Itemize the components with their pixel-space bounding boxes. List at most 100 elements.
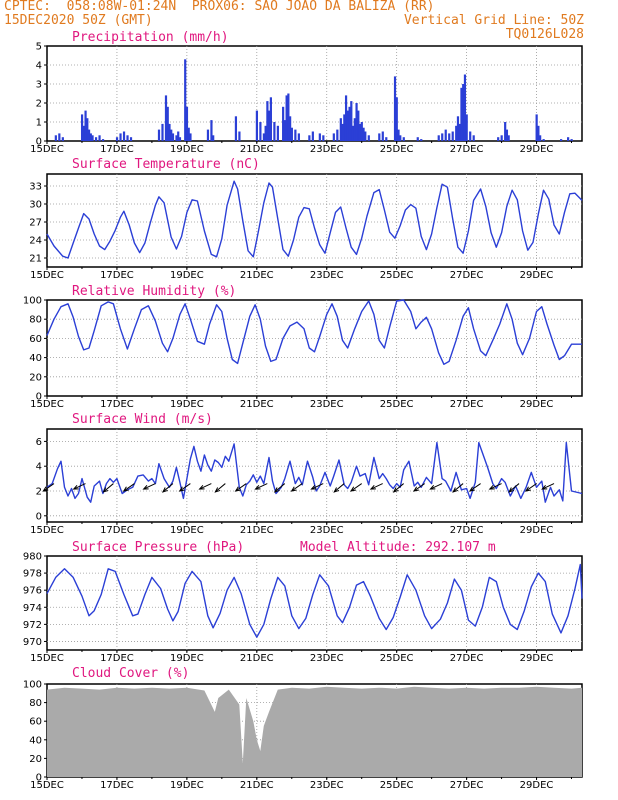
- precip-bar: [86, 118, 89, 141]
- wind-arrow: [274, 483, 286, 493]
- pres-xtick-label: 27DEC: [450, 653, 484, 664]
- precip-bar: [339, 118, 342, 141]
- wind-arrow: [43, 483, 55, 492]
- wind-arrowhead: [122, 486, 129, 492]
- wind-arrow: [103, 483, 114, 493]
- pres-ytick-label: 970: [23, 637, 42, 648]
- wind-arrow: [235, 483, 247, 492]
- wind-arrowhead: [72, 485, 79, 490]
- wind-frame: [46, 428, 583, 523]
- wind-ytick-label: 0: [36, 511, 42, 522]
- precip-bar: [346, 110, 349, 141]
- precip-bar: [89, 133, 92, 141]
- precip-bar: [451, 131, 454, 141]
- precip-bar: [360, 122, 363, 141]
- precip-bar: [311, 131, 314, 141]
- wind-arrowhead: [369, 485, 376, 490]
- precip-bar: [362, 127, 365, 141]
- wind-arrow: [452, 483, 464, 493]
- wind-arrowhead: [254, 485, 261, 490]
- cloud-xtick-label: 21DEC: [240, 780, 274, 791]
- precip-bar: [357, 110, 360, 141]
- cloud-xtick-label: 15DEC: [30, 780, 64, 791]
- wind-arrowhead: [452, 487, 459, 493]
- wind-xtick-label: 25DEC: [380, 525, 414, 536]
- rh-xtick-label: 23DEC: [310, 399, 344, 410]
- temp-xtick-label: 21DEC: [240, 270, 274, 281]
- precip-bar: [358, 123, 362, 141]
- rh-ytick-label: 0: [36, 392, 42, 403]
- precip-bar: [344, 95, 348, 141]
- precip-bar: [82, 125, 85, 141]
- cloud-xtick-label: 17DEC: [100, 780, 134, 791]
- precip-bar: [276, 125, 279, 141]
- precip-bar: [84, 110, 87, 141]
- precip-bar: [381, 131, 384, 141]
- wind-xtick-label: 17DEC: [100, 525, 134, 536]
- wind-ytick-label: 4: [36, 462, 42, 473]
- cloud-xtick-label: 23DEC: [310, 780, 344, 791]
- precip-bar: [238, 131, 241, 141]
- precip-bar: [259, 122, 262, 141]
- precip-bar: [161, 123, 164, 141]
- precip-bar: [297, 133, 300, 141]
- pres-xtick-label: 21DEC: [240, 653, 274, 664]
- precip-bar: [393, 76, 397, 141]
- rh-line: [46, 299, 582, 365]
- precip-bar: [294, 129, 297, 141]
- wind-ytick-label: 6: [36, 437, 42, 448]
- precip-bar: [185, 106, 189, 141]
- precip-bar: [98, 135, 101, 141]
- header-date: 15DEC2020 50Z (GMT): [4, 13, 153, 28]
- wind-arrow: [350, 483, 362, 492]
- rh-xtick-label: 17DEC: [100, 399, 134, 410]
- pres-xtick-label: 23DEC: [310, 653, 344, 664]
- precip-xtick-label: 19DEC: [170, 144, 204, 155]
- precip-ytick-label: 2: [36, 99, 42, 110]
- cloud-ytick-label: 60: [29, 717, 42, 728]
- precip-bar: [441, 133, 444, 141]
- pres-frame: [46, 555, 583, 651]
- temp-xtick-label: 29DEC: [520, 270, 554, 281]
- precip-bar: [178, 137, 182, 141]
- precip-bar: [504, 122, 507, 141]
- precip-bar: [308, 135, 311, 141]
- precip-bar: [437, 135, 440, 141]
- precip-bar: [61, 137, 64, 141]
- wind-arrow: [393, 483, 404, 493]
- wind-arrow: [525, 483, 537, 492]
- precip-frame: [46, 45, 583, 142]
- wind-arrow: [370, 483, 383, 490]
- precip-bar: [350, 101, 353, 141]
- precip-bar: [469, 131, 472, 141]
- precip-bar: [269, 97, 272, 141]
- precip-bar: [348, 106, 351, 141]
- precip-bar: [395, 97, 398, 141]
- rh-frame: [46, 299, 583, 397]
- precip-ytick-label: 4: [36, 61, 42, 72]
- rh-xtick-label: 19DEC: [170, 399, 204, 410]
- wind-arrow: [542, 483, 555, 490]
- rh-ytick-label: 100: [23, 296, 42, 307]
- precip-bar: [507, 135, 510, 141]
- temp-xtick-label: 27DEC: [450, 270, 484, 281]
- temp-ytick-label: 21: [29, 254, 42, 265]
- precip-title: Precipitation (mm/h): [72, 30, 229, 45]
- rh-ytick-label: 20: [29, 372, 42, 383]
- precip-bar: [355, 103, 358, 141]
- wind-arrow: [413, 483, 425, 492]
- wind-arrow: [255, 483, 268, 490]
- precip-bar: [87, 129, 91, 141]
- wind-arrowhead: [214, 487, 221, 493]
- precip-bar: [187, 127, 190, 141]
- precip-bar: [54, 135, 57, 141]
- wind-xtick-label: 15DEC: [30, 525, 64, 536]
- precip-bar: [353, 118, 356, 141]
- pres-ytick-label: 972: [23, 620, 42, 631]
- precip-bar: [122, 131, 126, 141]
- precip-bar: [189, 133, 192, 141]
- pres-title: Surface Pressure (hPa): [72, 540, 244, 555]
- precip-bar: [171, 133, 175, 141]
- precip-bar: [129, 137, 133, 141]
